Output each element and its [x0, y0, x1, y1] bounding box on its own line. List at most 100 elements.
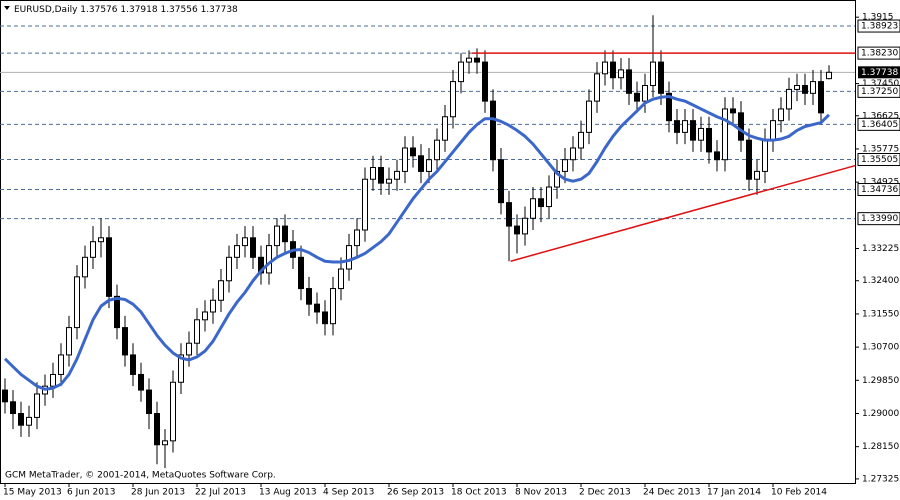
candle-body [570, 147, 576, 161]
candle-body [714, 151, 720, 161]
candle-body [234, 245, 240, 258]
candle-body [794, 85, 800, 90]
candle-body [130, 354, 136, 375]
candle-body [314, 303, 320, 313]
level-label-box [857, 212, 900, 226]
high-value: 1.37918 [120, 5, 157, 15]
candle-body [530, 198, 536, 219]
x-tick-label: 15 May 2013 [3, 488, 62, 498]
candle-body [50, 373, 56, 387]
candle-body [10, 401, 16, 414]
open-value: 1.37576 [80, 5, 117, 15]
candle-body [746, 139, 752, 180]
y-tick-label: 1.37450 [862, 79, 899, 89]
candle-body [370, 167, 376, 180]
candle-body [826, 71, 832, 80]
x-tick-label: 13 Aug 2013 [259, 488, 317, 498]
candle-body [674, 120, 680, 133]
level-label-box [857, 153, 900, 167]
x-tick-label: 8 Nov 2013 [515, 488, 567, 498]
candle-body [186, 342, 192, 356]
candle-body [610, 61, 616, 79]
candle-body [138, 373, 144, 391]
candle-body [602, 61, 608, 75]
candle-body [98, 237, 104, 243]
candle-body [482, 61, 488, 102]
y-tick-label: 1.27325 [862, 474, 899, 484]
x-tick-label: 10 Feb 2014 [771, 488, 827, 498]
candle-body [754, 170, 760, 180]
x-tick-label: 26 Sep 2013 [387, 488, 444, 498]
candle-body [18, 412, 24, 426]
candle-body [330, 288, 336, 325]
candle-body [58, 354, 64, 375]
x-tick-label: 17 Jan 2014 [707, 488, 761, 498]
y-tick-label: 1.33225 [862, 244, 899, 254]
candle-body [586, 100, 592, 133]
candle-body [114, 295, 120, 329]
level-label-box [857, 117, 900, 131]
candle-body [354, 229, 360, 247]
candle-body [362, 178, 368, 231]
candle-body [282, 225, 288, 243]
candle-body [346, 245, 352, 270]
candle-body [522, 217, 528, 235]
candle-body [730, 108, 736, 114]
symbol: EURUSD,Daily [14, 5, 78, 15]
candle-body [66, 327, 72, 356]
y-tick-label: 1.3915 [862, 13, 894, 23]
candle-body [322, 311, 328, 325]
level-label: 1.34736 [861, 185, 898, 195]
candle-body [474, 57, 480, 63]
trendline [510, 164, 856, 262]
candle-body [466, 57, 472, 63]
y-tick-label: 1.29000 [862, 409, 899, 419]
candle-body [82, 256, 88, 278]
level-label: 1.35505 [861, 155, 898, 165]
plot-frame [0, 0, 856, 484]
candle-body [546, 186, 552, 208]
current-price-label: 1.37738 [861, 68, 898, 78]
x-tick-label: 6 Jun 2013 [67, 488, 115, 498]
candle-body [786, 88, 792, 110]
candle-body [218, 280, 224, 301]
y-tick-label: 1.28150 [862, 442, 899, 452]
candle-body [226, 256, 232, 282]
candle-body [410, 147, 416, 157]
candle-body [810, 81, 816, 94]
candle-body [650, 61, 656, 87]
y-tick-label: 1.29850 [862, 376, 899, 386]
chart-header: EURUSD,Daily 1.37576 1.37918 1.37556 1.3… [14, 5, 238, 15]
candle-body [666, 92, 672, 122]
candle-body [562, 159, 568, 172]
footer: GCM MetaTrader, © 2001-2014, MetaQuotes … [5, 471, 276, 481]
close-value: 1.37738 [201, 5, 238, 15]
level-label-box [857, 19, 900, 33]
level-label-box [857, 84, 900, 98]
candle-body [738, 112, 744, 141]
candle-body [242, 237, 248, 247]
candle-body [698, 127, 704, 141]
candle-body [506, 202, 512, 227]
candle-body [26, 416, 32, 426]
marks: 1.3915 1.37450 1.36625 1.35775 1.34925 1.3322… [0, 13, 900, 498]
x-tick-label: 28 Jun 2013 [131, 488, 185, 498]
candle-body [146, 389, 152, 414]
candle-body [194, 319, 200, 344]
candle-body [402, 147, 408, 172]
candle-body [618, 69, 624, 79]
candle-body [426, 159, 432, 172]
candle-body [210, 299, 216, 313]
candle-body [202, 311, 208, 321]
y-tick-label: 1.31550 [862, 309, 899, 319]
level-label: 1.38230 [861, 49, 898, 59]
candle-body [394, 170, 400, 180]
candle-body [442, 116, 448, 141]
level-label: 1.33990 [861, 214, 898, 224]
x-tick-label: 24 Dec 2013 [643, 488, 701, 498]
candle-body [642, 85, 648, 102]
candle-body [458, 61, 464, 83]
candle-body [538, 198, 544, 208]
y-tick-label: 1.35775 [862, 144, 899, 154]
candle-body [818, 81, 824, 114]
